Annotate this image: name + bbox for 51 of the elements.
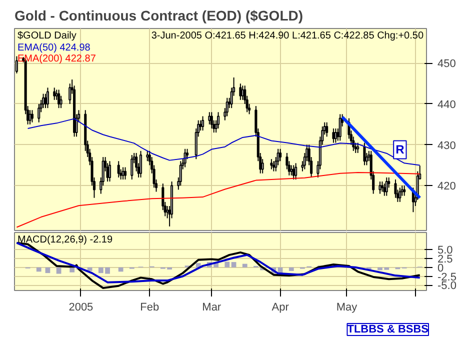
candlestick <box>139 150 142 178</box>
annotation: 3-Jun-2005 O:421.65 H:424.90 L:421.65 C:422.85 Chg:+0.50 <box>151 30 424 42</box>
x-tick-label: Mar <box>202 302 222 314</box>
candlestick <box>28 110 32 125</box>
candlestick <box>332 128 335 144</box>
candlestick <box>363 142 366 166</box>
candlestick <box>124 166 127 180</box>
y-tick-label: 440 <box>438 98 456 111</box>
candlestick <box>394 178 397 198</box>
line-series <box>16 172 420 228</box>
text: TLBBS & BSBS <box>347 324 428 336</box>
candlestick <box>58 89 60 109</box>
candlestick <box>117 160 120 178</box>
candlestick <box>202 116 204 132</box>
line-series <box>27 118 420 166</box>
candlestick <box>378 181 382 194</box>
chart-title: MACD(12,26,9) -2.19 <box>18 234 113 246</box>
y-tick-label: 450 <box>438 58 456 70</box>
y-tick-label: -5.0 <box>438 280 456 292</box>
annotation: R <box>396 142 405 157</box>
candlestick <box>210 112 213 129</box>
candlestick <box>403 185 406 196</box>
candlestick <box>270 158 273 170</box>
candlestick <box>226 97 228 117</box>
candlestick <box>30 110 34 123</box>
chart-title: Gold - Continuous Contract (EOD) ($GOLD) <box>14 8 304 24</box>
candlestick <box>179 160 182 186</box>
candlestick <box>239 83 242 100</box>
chart-subtitle: $GOLD Daily <box>18 30 76 42</box>
candlestick <box>53 87 56 100</box>
candlestick <box>146 150 149 162</box>
x-tick-label: Apr <box>272 302 290 314</box>
candlestick <box>15 56 18 74</box>
candlestick <box>279 148 282 162</box>
candlestick <box>68 83 72 104</box>
candlestick <box>326 122 328 138</box>
candlestick <box>217 112 220 129</box>
candlestick <box>380 181 384 192</box>
candlestick <box>38 103 40 123</box>
x-tick-label: 2005 <box>68 302 94 314</box>
x-tick-label: May <box>336 302 358 314</box>
y-tick-label: 430 <box>438 140 456 152</box>
candlestick <box>130 154 134 180</box>
candlestick <box>208 112 211 125</box>
y-tick-label: 420 <box>438 180 456 193</box>
candlestick <box>385 176 388 196</box>
candlestick <box>292 164 295 180</box>
text: EMA(50) 424.98 <box>18 42 91 54</box>
x-tick-label: Feb <box>140 302 160 314</box>
candlestick <box>338 114 342 142</box>
candlestick <box>272 160 275 172</box>
